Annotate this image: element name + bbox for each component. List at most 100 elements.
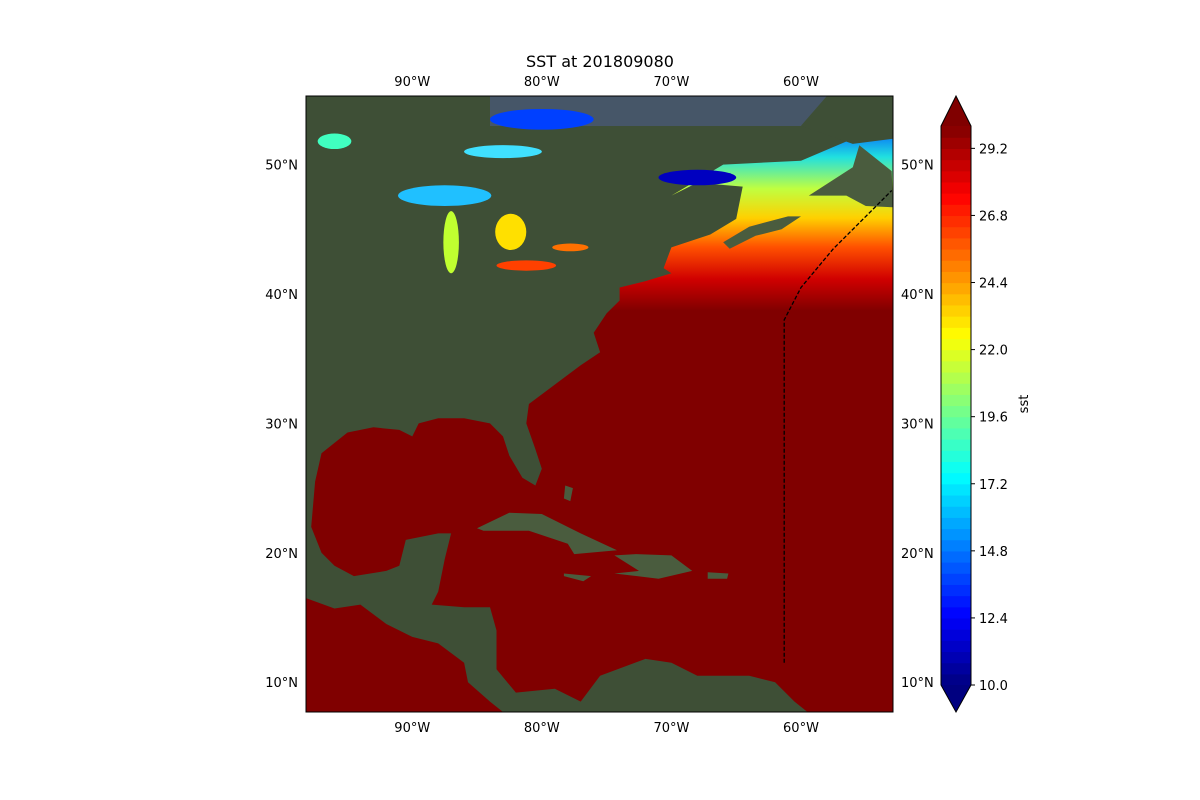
colorbar-level	[941, 237, 971, 250]
colorbar-level	[941, 126, 971, 138]
colorbar-level	[941, 539, 971, 552]
colorbar-extend-min	[941, 685, 971, 712]
jamaica-land	[563, 573, 592, 582]
colorbar-extend-max	[941, 96, 971, 126]
labrador-land	[801, 96, 893, 144]
colorbar-level	[941, 550, 971, 563]
colorbar-level	[941, 170, 971, 183]
colorbar-level	[941, 506, 971, 518]
colorbar-level	[941, 293, 971, 306]
colorbar-level	[941, 494, 971, 507]
colorbar-level	[941, 338, 971, 351]
colorbar-level	[941, 472, 971, 485]
colorbar-level	[941, 416, 971, 429]
x-tick-label-bottom: 70°W	[653, 721, 689, 736]
colorbar-level	[941, 584, 971, 597]
colorbar-level	[941, 394, 971, 407]
colorbar-level	[941, 461, 971, 474]
y-tick-label-left: 50°N	[265, 159, 298, 174]
lake-erie	[496, 260, 557, 271]
lake-superior	[398, 185, 492, 207]
y-tick-label-left: 20°N	[265, 547, 298, 562]
pacific-ocean-sst	[306, 598, 503, 712]
colorbar-level	[941, 181, 971, 194]
x-tick-label-bottom: 60°W	[783, 721, 819, 736]
lake-huron	[495, 213, 527, 250]
colorbar-level	[941, 349, 971, 362]
y-tick-label-right: 40°N	[901, 288, 934, 303]
colorbar-level	[941, 137, 971, 149]
cuba-land	[477, 512, 617, 555]
colorbar-level	[941, 651, 971, 664]
colorbar-tick-label: 12.4	[979, 612, 1008, 627]
colorbar-level	[941, 148, 971, 161]
colorbar-level	[941, 316, 971, 328]
colorbar-level	[941, 271, 971, 284]
puerto-rico-land	[707, 572, 729, 579]
colorbar-level	[941, 528, 971, 541]
colorbar-tick-label: 22.0	[979, 344, 1008, 359]
y-tick-label-right: 10°N	[901, 676, 934, 691]
colorbar-level	[941, 439, 971, 451]
colorbar-level	[941, 360, 971, 373]
y-tick-label-left: 10°N	[265, 676, 298, 691]
colorbar-tick-label: 19.6	[979, 411, 1008, 426]
lake-michigan	[443, 211, 459, 274]
map-title: SST at 201809080	[526, 52, 674, 71]
x-tick-label-bottom: 80°W	[524, 721, 560, 736]
lake-winnipeg-area	[317, 133, 352, 150]
x-tick-label-top: 80°W	[524, 75, 560, 90]
colorbar-level	[941, 673, 971, 686]
hudson-bay-coast	[490, 108, 594, 130]
colorbar-label: sst	[1017, 395, 1032, 414]
colorbar: 10.0 12.4 14.8 17.2 19.6 22.0 24.4 26.8 29.2	[940, 94, 1008, 714]
colorbar-level	[941, 327, 971, 340]
andros-land	[563, 485, 573, 502]
x-tick-label-top: 90°W	[394, 75, 430, 90]
colorbar-level	[941, 517, 971, 530]
newfoundland-land	[808, 145, 893, 208]
colorbar-tick-label: 26.8	[979, 209, 1008, 224]
map-area	[306, 96, 893, 712]
colorbar-level	[941, 371, 971, 384]
colorbar-level	[941, 215, 971, 228]
colorbar-level	[941, 573, 971, 585]
colorbar-level	[941, 193, 971, 205]
x-tick-label-top: 60°W	[783, 75, 819, 90]
colorbar-level	[941, 483, 971, 496]
atlantic-ocean-sst	[311, 96, 893, 712]
storm-track-line	[783, 190, 893, 663]
colorbar-level	[941, 204, 971, 217]
x-tick-label-top: 70°W	[653, 75, 689, 90]
colorbar-level	[941, 662, 971, 675]
colorbar-level	[941, 617, 971, 630]
colorbar-tick-label: 10.0	[979, 679, 1008, 694]
colorbar-outline	[940, 94, 972, 714]
colorbar-tick-label: 29.2	[979, 142, 1008, 157]
colorbar-tick-label: 24.4	[979, 277, 1008, 292]
colorbar-tick-label: 17.2	[979, 478, 1008, 493]
colorbar-level	[941, 248, 971, 261]
colorbar-level	[941, 595, 971, 608]
colorbar-level	[941, 226, 971, 239]
colorbar-level	[941, 304, 971, 317]
y-tick-label-left: 30°N	[265, 417, 298, 432]
nova-scotia-land	[723, 216, 801, 249]
colorbar-level	[941, 629, 971, 641]
y-tick-label-right: 50°N	[901, 159, 934, 174]
colorbar-level	[941, 405, 971, 418]
colorbar-level	[941, 562, 971, 574]
y-tick-label-left: 40°N	[265, 288, 298, 303]
colorbar-tick-label: 14.8	[979, 545, 1008, 560]
colorbar-level	[941, 159, 971, 172]
map-frame	[305, 95, 894, 713]
colorbar-level	[941, 383, 971, 395]
y-tick-label-right: 20°N	[901, 547, 934, 562]
colorbar-level	[941, 427, 971, 440]
colorbar-level	[941, 450, 971, 462]
x-tick-label-bottom: 90°W	[394, 721, 430, 736]
northern-lakes	[464, 145, 542, 159]
y-tick-label-right: 30°N	[901, 417, 934, 432]
lake-ontario	[552, 243, 589, 252]
